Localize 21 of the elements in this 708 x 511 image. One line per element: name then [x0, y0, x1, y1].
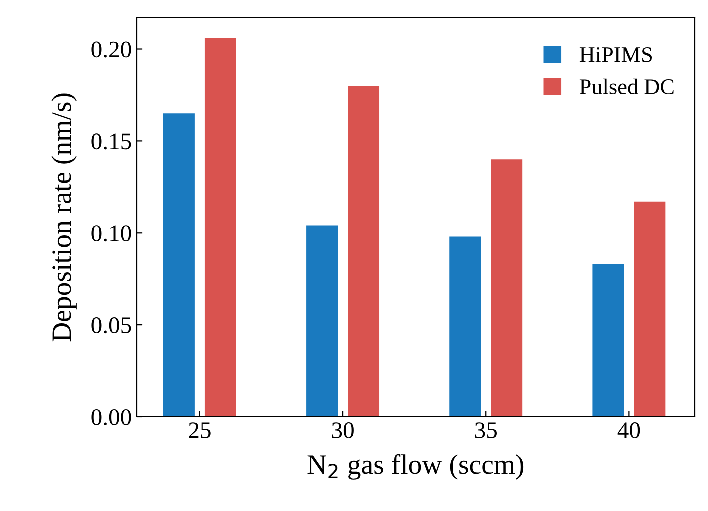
- bar: [306, 226, 338, 417]
- y-tick-label: 0.15: [92, 134, 132, 150]
- legend-label: Pulsed DC: [580, 78, 674, 94]
- y-tick-label: 0.00: [92, 409, 132, 426]
- x-axis-title: N$_{2}$ gas flow (sccm): [308, 454, 524, 480]
- bar: [348, 86, 380, 417]
- y-axis-title: Deposition rate (nm/s): [52, 94, 77, 342]
- bar: [450, 236, 482, 417]
- bar: [634, 202, 666, 417]
- x-tick-label: 40: [618, 422, 640, 438]
- x-tick-label: 35: [475, 422, 497, 438]
- legend-label: HiPIMS: [580, 47, 652, 62]
- x-tick-label: 30: [332, 422, 354, 438]
- y-tick-label: 0.20: [92, 42, 132, 58]
- bar: [491, 160, 523, 417]
- bar: [163, 114, 195, 417]
- bar: [204, 38, 236, 417]
- y-tick-label: 0.05: [92, 318, 132, 334]
- x-tick-label: 25: [189, 422, 211, 438]
- bar: [592, 264, 624, 417]
- y-tick-label: 0.10: [92, 226, 132, 242]
